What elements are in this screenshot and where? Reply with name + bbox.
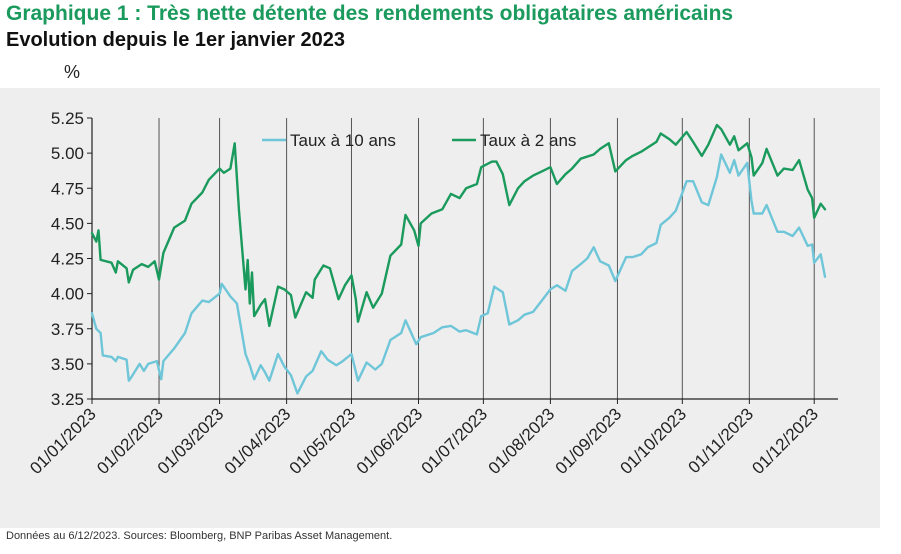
grid-layer xyxy=(158,118,815,399)
x-tick-label: 01/01/2023 xyxy=(26,404,100,478)
series-layer xyxy=(90,123,827,395)
y-tick-label: 4.50 xyxy=(51,214,84,233)
x-tick-label: 01/05/2023 xyxy=(286,404,360,478)
legend: Taux à 10 ans Taux à 2 ans xyxy=(262,131,576,150)
x-tick-label: 01/04/2023 xyxy=(221,404,295,478)
chart-subtitle: Evolution depuis le 1er janvier 2023 xyxy=(6,29,346,51)
x-tick-label: 01/09/2023 xyxy=(552,404,626,478)
y-tick-label: 3.25 xyxy=(51,390,84,409)
line-chart: 5.255.004.754.504.254.003.753.503.2501/0… xyxy=(26,109,838,478)
x-tick-label: 01/03/2023 xyxy=(154,404,228,478)
y-tick-label: 5.25 xyxy=(51,109,84,128)
y-tick-label: 3.75 xyxy=(51,320,84,339)
series-line-10y xyxy=(90,153,827,395)
x-tick-label: 01/11/2023 xyxy=(684,404,757,477)
chart-panel: 5.25 5.00 4.75 4.50 4.25 4.00 3.75 3.50 3.25 01/0… xyxy=(0,88,880,528)
y-tick-label: 4.00 xyxy=(51,285,84,304)
legend-label: Taux à 10 ans xyxy=(290,131,396,150)
footnote: Données au 6/12/2023. Sources: Bloomberg… xyxy=(6,530,393,542)
series-line-2y xyxy=(90,123,827,328)
x-tick-label: 01/12/2023 xyxy=(748,404,822,478)
y-tick-label: 4.75 xyxy=(51,179,84,198)
y-axis-unit: % xyxy=(64,62,81,82)
y-tick-label: 3.50 xyxy=(51,355,84,374)
legend-label: Taux à 2 ans xyxy=(480,131,576,150)
x-tick-label: 01/10/2023 xyxy=(617,404,691,478)
y-tick-label: 5.00 xyxy=(51,144,84,163)
x-tick-label: 01/07/2023 xyxy=(418,404,492,478)
x-tick-label: 01/08/2023 xyxy=(485,404,559,478)
chart-title: Graphique 1 : Très nette détente des ren… xyxy=(6,2,734,25)
axis-layer: 5.255.004.754.504.254.003.753.503.2501/0… xyxy=(26,109,838,478)
x-tick-label: 01/06/2023 xyxy=(353,404,427,478)
y-tick-label: 4.25 xyxy=(51,250,84,269)
